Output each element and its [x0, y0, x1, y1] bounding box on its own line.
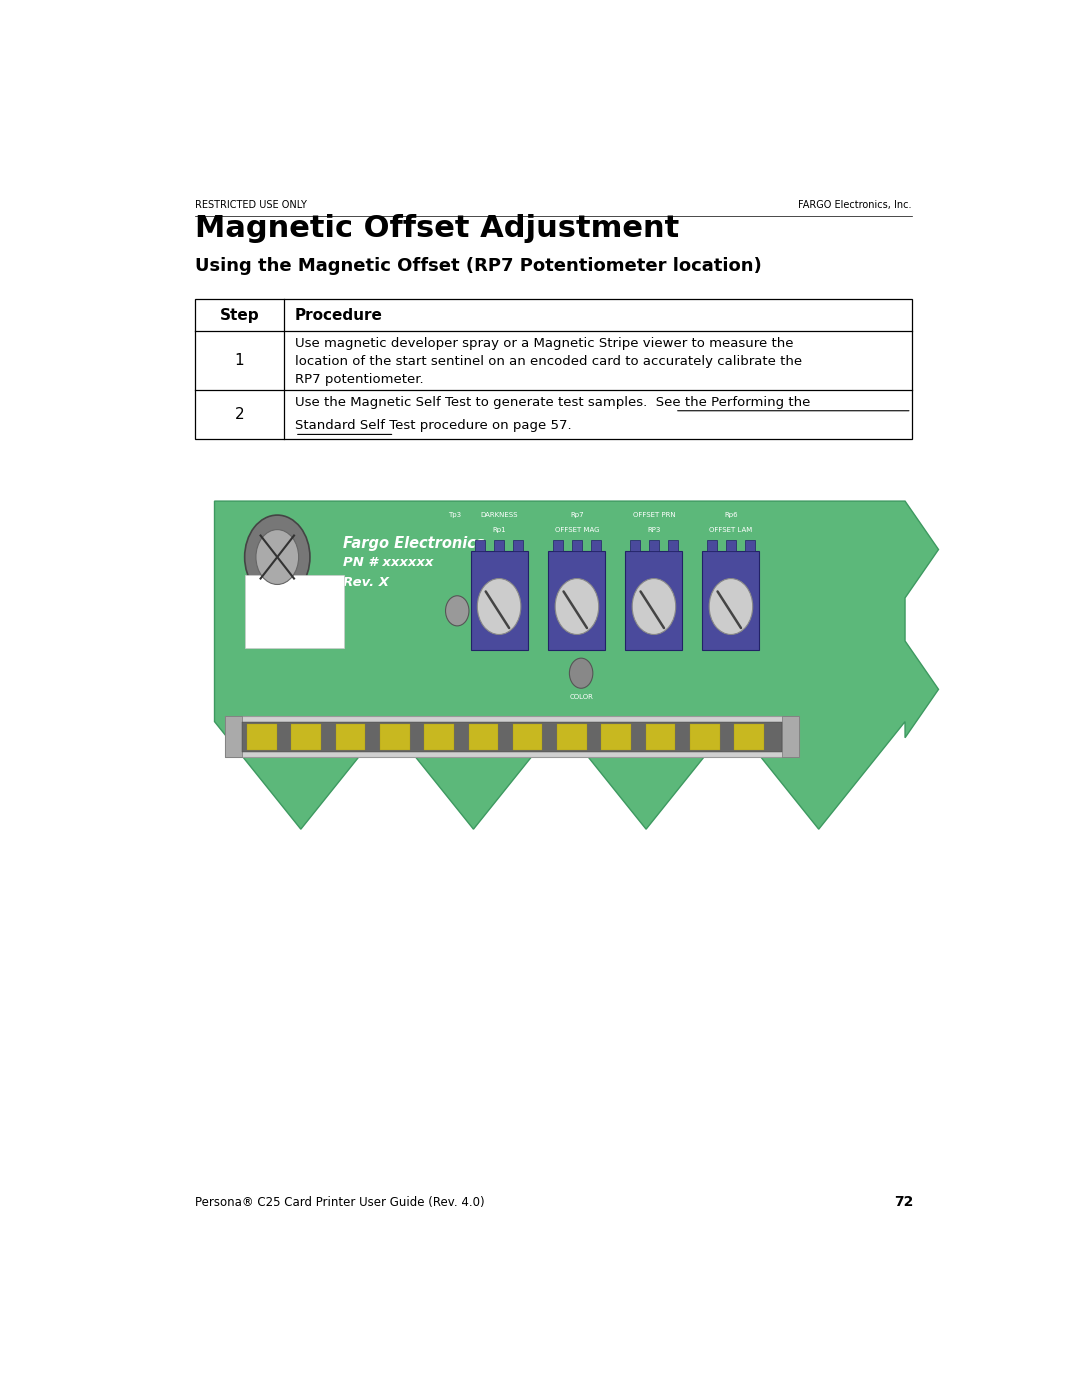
Text: FARGO Electronics, Inc.: FARGO Electronics, Inc. — [798, 200, 912, 210]
Bar — [707, 539, 717, 550]
Bar — [195, 299, 912, 439]
Bar — [745, 539, 755, 550]
Bar — [513, 539, 523, 550]
Polygon shape — [215, 502, 939, 830]
Text: RP3: RP3 — [647, 528, 661, 534]
Text: Rp1: Rp1 — [492, 528, 505, 534]
Bar — [226, 717, 799, 757]
Bar — [667, 539, 678, 550]
Circle shape — [632, 578, 676, 634]
Text: Step: Step — [220, 307, 259, 323]
Bar — [242, 722, 782, 752]
Bar — [591, 539, 600, 550]
Bar — [494, 539, 504, 550]
Bar — [557, 724, 586, 750]
Bar — [245, 576, 345, 648]
Text: OFFSET PRN: OFFSET PRN — [633, 513, 675, 518]
Circle shape — [245, 515, 310, 599]
Text: Use magnetic developer spray or a Magnetic Stripe viewer to measure the
location: Use magnetic developer spray or a Magnet… — [295, 337, 802, 386]
Text: Rev. X: Rev. X — [342, 577, 389, 590]
Text: Persona® C25 Card Printer User Guide (Rev. 4.0): Persona® C25 Card Printer User Guide (Re… — [195, 1196, 485, 1208]
Text: 72: 72 — [894, 1194, 914, 1208]
Text: Rp6: Rp6 — [724, 513, 738, 518]
Text: RESTRICTED USE ONLY: RESTRICTED USE ONLY — [195, 200, 307, 210]
Bar — [690, 724, 719, 750]
Text: COLOR: COLOR — [569, 694, 593, 700]
Bar — [469, 724, 498, 750]
Bar — [292, 724, 321, 750]
Bar — [572, 539, 582, 550]
Text: Rp7: Rp7 — [570, 513, 584, 518]
Text: Fargo Electronics: Fargo Electronics — [342, 535, 484, 550]
Bar — [475, 539, 485, 550]
Bar — [549, 550, 606, 650]
Bar — [782, 717, 799, 757]
Text: DARKNESS: DARKNESS — [481, 513, 517, 518]
Bar — [471, 550, 527, 650]
Circle shape — [477, 578, 521, 634]
Text: PN # xxxxxx: PN # xxxxxx — [342, 556, 433, 569]
Bar — [513, 724, 542, 750]
Circle shape — [569, 658, 593, 689]
Bar — [226, 717, 242, 757]
Text: 1: 1 — [234, 353, 244, 369]
Bar — [649, 539, 659, 550]
Circle shape — [710, 578, 753, 634]
Bar — [380, 724, 409, 750]
Text: OFFSET MAG: OFFSET MAG — [555, 528, 599, 534]
Text: Procedure: Procedure — [295, 307, 382, 323]
Text: Standard Self Test procedure on page 57.: Standard Self Test procedure on page 57. — [295, 419, 571, 432]
Bar — [734, 724, 764, 750]
Text: Tp5: Tp5 — [575, 640, 588, 645]
Bar — [726, 539, 735, 550]
Bar — [630, 539, 640, 550]
Bar — [646, 724, 675, 750]
Circle shape — [555, 578, 598, 634]
Bar — [702, 550, 759, 650]
Text: 2: 2 — [234, 407, 244, 422]
Text: Use the Magnetic Self Test to generate test samples.  See the Performing the: Use the Magnetic Self Test to generate t… — [295, 395, 810, 409]
Text: Tp3: Tp3 — [448, 513, 461, 518]
Bar — [553, 539, 563, 550]
Bar — [424, 724, 454, 750]
Bar — [247, 724, 276, 750]
Circle shape — [256, 529, 299, 584]
Text: Using the Magnetic Offset (RP7 Potentiometer location): Using the Magnetic Offset (RP7 Potentiom… — [195, 257, 762, 275]
Bar — [602, 724, 631, 750]
Text: Magnetic Offset Adjustment: Magnetic Offset Adjustment — [195, 214, 679, 243]
Bar — [336, 724, 365, 750]
Text: OFFSET LAM: OFFSET LAM — [710, 528, 753, 534]
Bar — [625, 550, 683, 650]
Circle shape — [446, 595, 469, 626]
